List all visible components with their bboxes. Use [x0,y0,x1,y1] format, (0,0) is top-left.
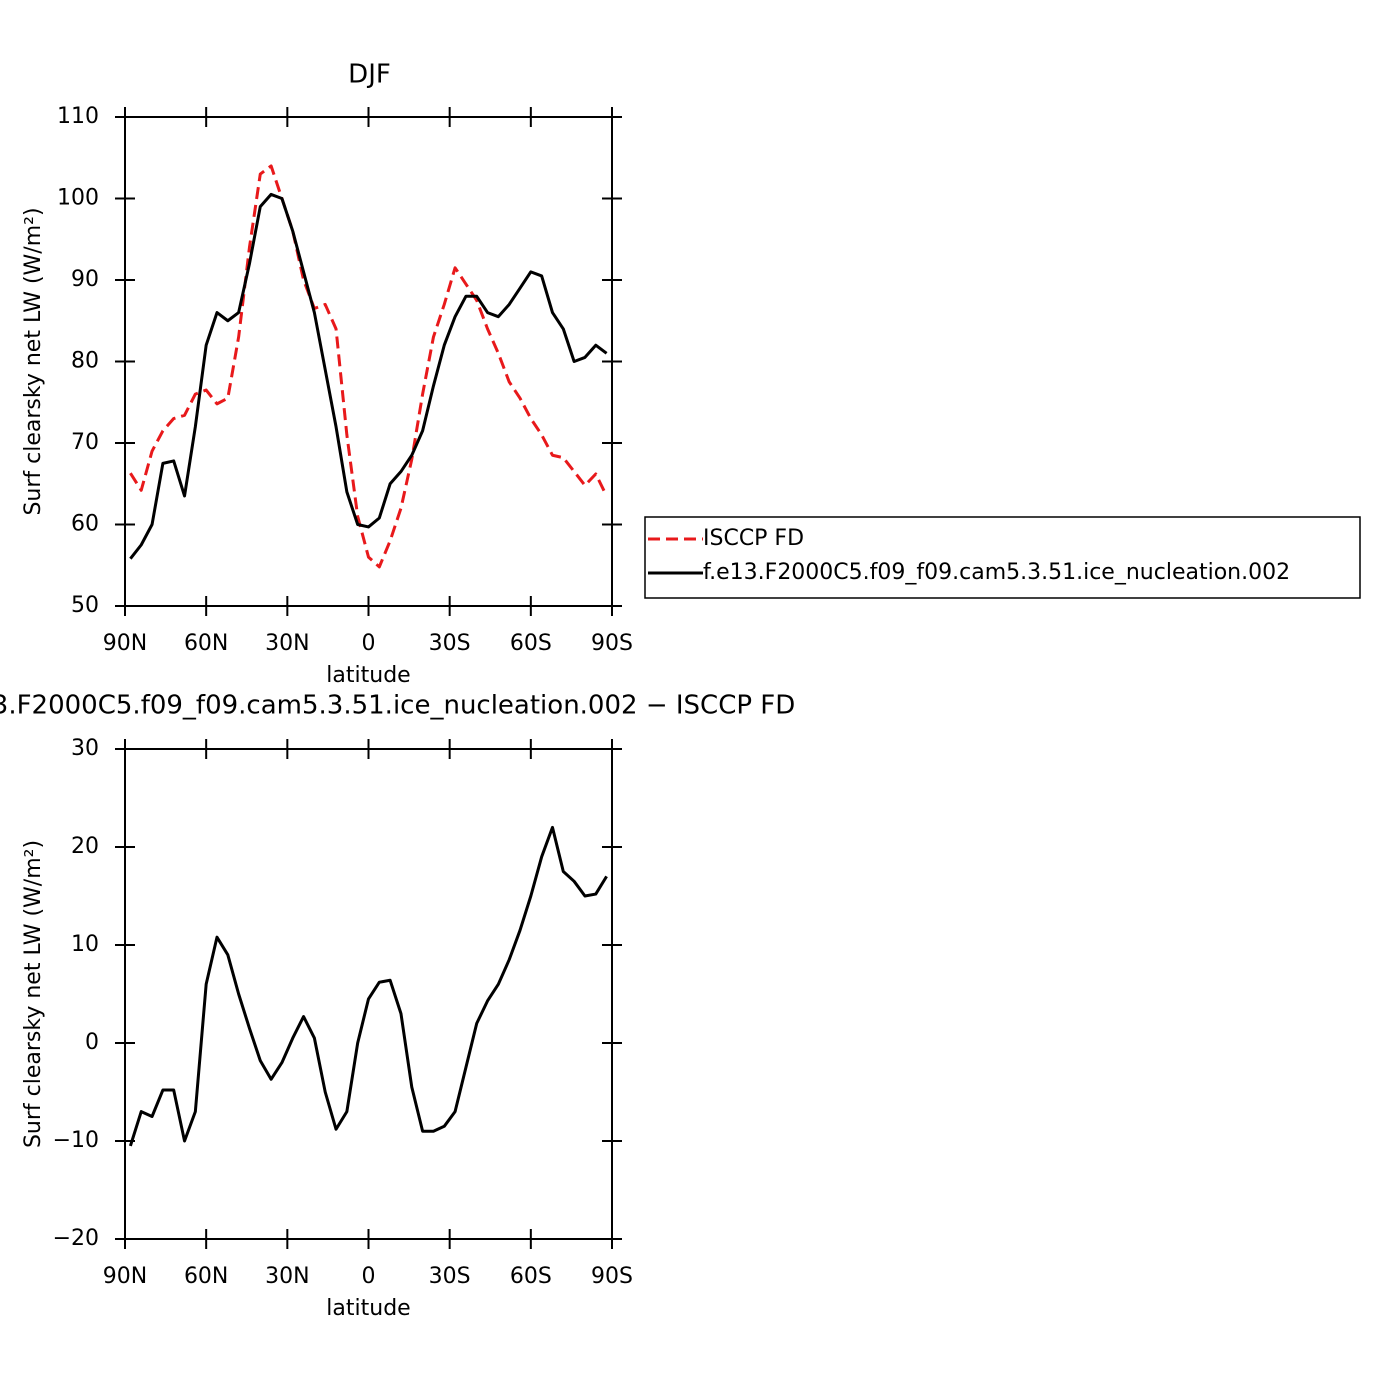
y-tick-label: −10 [53,1128,99,1153]
x-tick-label: 0 [362,1264,376,1289]
x-tick-label: 60N [184,1264,228,1289]
x-tick-label: 90N [103,631,147,656]
y-tick-label: 100 [57,186,99,211]
y-tick-label: 90 [71,267,99,292]
legend-box [644,516,1361,599]
x-tick-label: 60N [184,631,228,656]
x-axis-label: latitude [326,663,410,688]
data-line [129,192,608,560]
data-line [128,825,608,1147]
x-tick-label: 30N [265,631,309,656]
x-tick-label: 90S [591,631,633,656]
chart-title: DJF [348,60,391,90]
y-tick-label: 60 [71,512,99,537]
plot-frame [124,748,613,1240]
x-axis-label: latitude [326,1296,410,1321]
y-tick-label: 70 [71,430,99,455]
x-tick-label: 30N [265,1264,309,1289]
y-tick-label: 30 [71,736,99,761]
x-tick-label: 60S [510,1264,552,1289]
x-tick-label: 90S [591,1264,633,1289]
y-tick-label: −20 [53,1226,99,1251]
y-tick-label: 80 [71,349,99,374]
x-tick-label: 90N [103,1264,147,1289]
chart-title: f.e13.F2000C5.f09_f09.cam5.3.51.ice_nucl… [0,691,795,721]
x-tick-label: 30S [429,631,471,656]
legend-label: f.e13.F2000C5.f09_f09.cam5.3.51.ice_nucl… [703,560,1290,585]
y-axis-label: Surf clearsky net LW (W/m²) [21,207,46,515]
y-tick-label: 20 [71,834,99,859]
x-tick-label: 30S [429,1264,471,1289]
data-line [129,164,608,569]
y-tick-label: 10 [71,932,99,957]
plot-frame [124,116,613,607]
y-tick-label: 50 [71,593,99,618]
legend-label: ISCCP FD [703,526,804,551]
x-tick-label: 0 [362,631,376,656]
y-tick-label: 110 [57,104,99,129]
y-axis-label: Surf clearsky net LW (W/m²) [21,840,46,1148]
y-tick-label: 0 [85,1030,99,1055]
x-tick-label: 60S [510,631,552,656]
